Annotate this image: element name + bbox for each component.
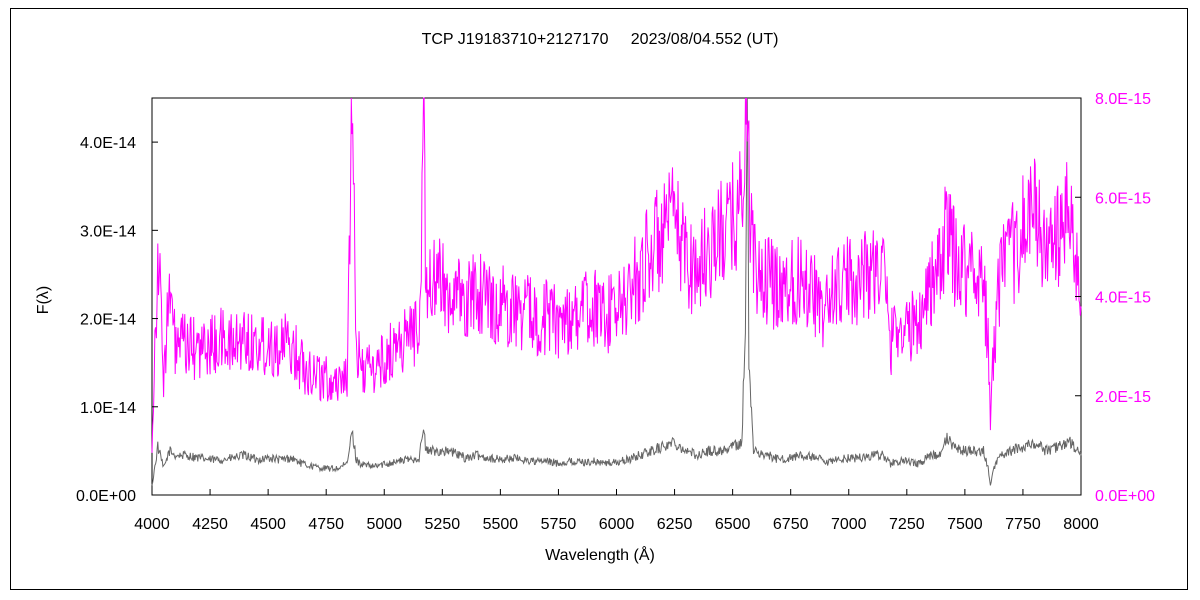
x-tick-label: 4750 [308,516,344,533]
x-tick-label: 4250 [192,516,228,533]
y-right-tick-label: 6.0E-15 [1095,190,1151,207]
y-right-tick-label: 0.0E+00 [1095,488,1155,505]
x-tick-label: 6750 [773,516,809,533]
y-right-tick-label: 4.0E-15 [1095,290,1151,307]
x-tick-label: 6250 [657,516,693,533]
series-line-right [151,97,1082,453]
y-left-tick-label: 0.0E+00 [76,488,136,505]
x-tick-label: 5500 [483,516,519,533]
y-left-tick-label: 4.0E-14 [80,135,136,152]
x-tick-label: 7500 [947,516,983,533]
x-tick-label: 6000 [599,516,635,533]
x-tick-label: 7000 [831,516,867,533]
plot-area [151,97,1082,496]
y-right-tick-label: 8.0E-15 [1095,91,1151,108]
y-left-tick-label: 1.0E-14 [80,400,136,417]
x-tick-label: 7250 [889,516,925,533]
x-tick-label: 4500 [250,516,286,533]
series-line-left [151,97,1082,486]
x-tick-label: 5750 [541,516,577,533]
x-axis-label: Wavelength (Å) [545,545,655,564]
axes-layer: 4000 4250 4500 4750 5000 5250 5500 5750 6000 6250… [76,91,1155,533]
chart-title: TCP J19183710+2127170 2023/08/04.552 (UT… [422,31,779,48]
series-layer [151,97,1082,486]
x-tick-label: 8000 [1063,516,1099,533]
x-tick-label: 5000 [366,516,402,533]
y-right-tick-label: 2.0E-15 [1095,389,1151,406]
x-tick-label: 6500 [715,516,751,533]
y-axis-label: F(λ) [35,286,52,314]
x-tick-label: 7750 [1005,516,1041,533]
chart-frame [10,8,1188,590]
x-tick-label: 4000 [134,516,170,533]
y-left-tick-label: 3.0E-14 [80,223,136,240]
x-tick-label: 5250 [425,516,461,533]
y-left-tick-label: 2.0E-14 [80,312,136,329]
